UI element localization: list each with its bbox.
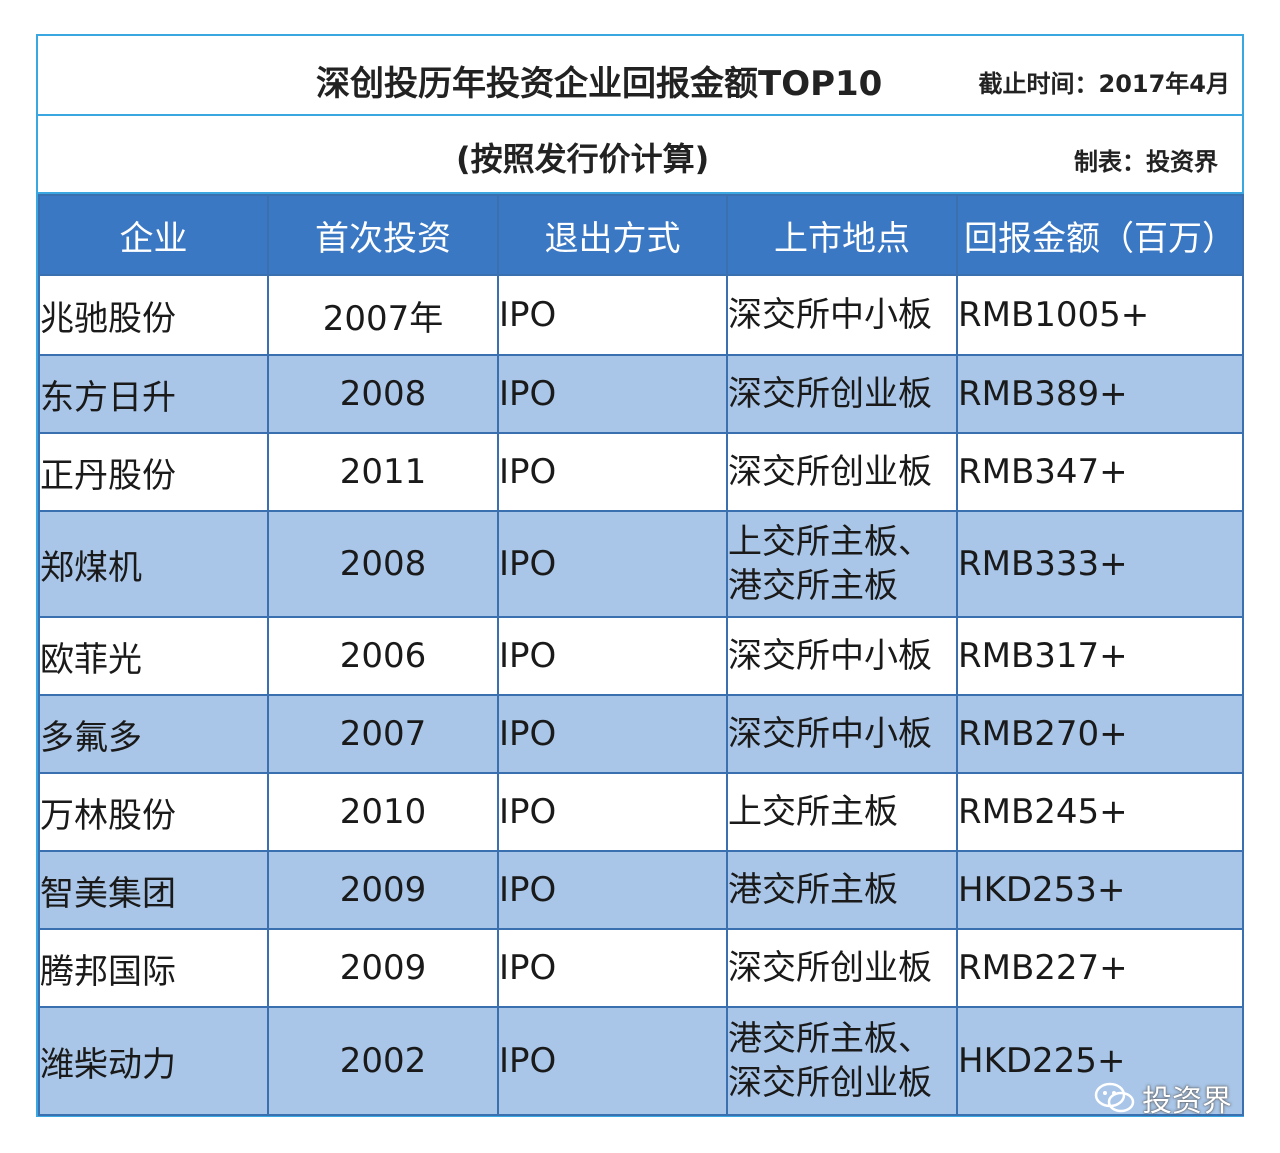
cell-exit-method: IPO <box>497 432 728 512</box>
table-row: 东方日升 2008 IPO 深交所创业板 RMB389+ <box>38 354 1244 434</box>
cell-return: RMB227+ <box>956 928 1244 1008</box>
cell-company: 潍柴动力 <box>38 1006 269 1116</box>
cell-listing-place: 深交所创业板 <box>726 928 958 1008</box>
cutoff-date: 截止时间：2017年4月 <box>978 70 1231 98</box>
column-header-company: 企业 <box>38 194 269 276</box>
wechat-icon <box>1094 1082 1135 1113</box>
cell-return: RMB389+ <box>956 354 1244 434</box>
table-row: 潍柴动力 2002 IPO 港交所主板、 深交所创业板 HKD225+ <box>38 1006 1244 1116</box>
cell-listing-place: 深交所创业板 <box>726 354 958 434</box>
cell-exit-method: IPO <box>497 1006 728 1116</box>
table-row: 多氟多 2007 IPO 深交所中小板 RMB270+ <box>38 694 1244 774</box>
table-maker: 制表：投资界 <box>1074 148 1218 176</box>
cell-exit-method: IPO <box>497 616 728 696</box>
returns-table: 企业 首次投资 退出方式 上市地点 回报金额（百万） 兆驰股份 2007年 IPO 深… <box>38 194 1244 1116</box>
cell-company: 兆驰股份 <box>38 274 269 356</box>
cell-first-invest: 2002 <box>267 1006 499 1116</box>
cell-first-invest: 2010 <box>267 772 499 852</box>
cell-return: HKD225+ <box>956 1006 1244 1116</box>
table-row: 郑煤机 2008 IPO 上交所主板、 港交所主板 RMB333+ <box>38 510 1244 618</box>
cell-listing-place: 港交所主板、 深交所创业板 <box>726 1006 958 1116</box>
cell-return: RMB317+ <box>956 616 1244 696</box>
cell-first-invest: 2011 <box>267 432 499 512</box>
cell-return: RMB270+ <box>956 694 1244 774</box>
table-row: 兆驰股份 2007年 IPO 深交所中小板 RMB1005+ <box>38 274 1244 356</box>
cell-listing-place: 深交所中小板 <box>726 616 958 696</box>
report-table-frame: 深创投历年投资企业回报金额TOP10 截止时间：2017年4月 (按照发行价计算… <box>36 34 1244 1117</box>
column-header-exit-method: 退出方式 <box>497 194 728 276</box>
cell-company: 欧菲光 <box>38 616 269 696</box>
cell-listing-place: 港交所主板 <box>726 850 958 930</box>
table-subtitle: (按照发行价计算) <box>456 140 710 178</box>
title-row: 深创投历年投资企业回报金额TOP10 截止时间：2017年4月 <box>38 36 1242 116</box>
cell-exit-method: IPO <box>497 354 728 434</box>
cell-listing-place: 上交所主板 <box>726 772 958 852</box>
wechat-watermark: 投资界 <box>1094 1076 1232 1120</box>
cell-exit-method: IPO <box>497 928 728 1008</box>
cell-return: RMB1005+ <box>956 274 1244 356</box>
cell-company: 郑煤机 <box>38 510 269 618</box>
cell-first-invest: 2008 <box>267 510 499 618</box>
cell-company: 正丹股份 <box>38 432 269 512</box>
column-header-first-invest: 首次投资 <box>267 194 499 276</box>
cell-exit-method: IPO <box>497 510 728 618</box>
cell-first-invest: 2006 <box>267 616 499 696</box>
cell-first-invest: 2009 <box>267 850 499 930</box>
cell-return: RMB245+ <box>956 772 1244 852</box>
table-row: 欧菲光 2006 IPO 深交所中小板 RMB317+ <box>38 616 1244 696</box>
subtitle-row: (按照发行价计算) 制表：投资界 <box>38 116 1242 194</box>
table-row: 智美集团 2009 IPO 港交所主板 HKD253+ <box>38 850 1244 930</box>
cell-return: RMB333+ <box>956 510 1244 618</box>
cell-exit-method: IPO <box>497 694 728 774</box>
header-row: 企业 首次投资 退出方式 上市地点 回报金额（百万） <box>38 194 1244 276</box>
cell-return: RMB347+ <box>956 432 1244 512</box>
cell-exit-method: IPO <box>497 850 728 930</box>
cell-company: 万林股份 <box>38 772 269 852</box>
watermark-text: 投资界 <box>1142 1084 1232 1119</box>
column-header-return: 回报金额（百万） <box>956 194 1244 276</box>
cell-listing-place: 深交所中小板 <box>726 694 958 774</box>
cell-first-invest: 2007年 <box>267 274 499 356</box>
cell-first-invest: 2009 <box>267 928 499 1008</box>
cell-listing-place: 深交所中小板 <box>726 274 958 356</box>
cell-first-invest: 2008 <box>267 354 499 434</box>
table-row: 正丹股份 2011 IPO 深交所创业板 RMB347+ <box>38 432 1244 512</box>
table-row: 万林股份 2010 IPO 上交所主板 RMB245+ <box>38 772 1244 852</box>
cell-exit-method: IPO <box>497 772 728 852</box>
cell-company: 多氟多 <box>38 694 269 774</box>
cell-company: 腾邦国际 <box>38 928 269 1008</box>
table-row: 腾邦国际 2009 IPO 深交所创业板 RMB227+ <box>38 928 1244 1008</box>
cell-first-invest: 2007 <box>267 694 499 774</box>
cell-company: 智美集团 <box>38 850 269 930</box>
column-header-listing-place: 上市地点 <box>726 194 958 276</box>
cell-company: 东方日升 <box>38 354 269 434</box>
cell-return: HKD253+ <box>956 850 1244 930</box>
table-title: 深创投历年投资企业回报金额TOP10 <box>316 64 883 104</box>
cell-exit-method: IPO <box>497 274 728 356</box>
cell-listing-place: 上交所主板、 港交所主板 <box>726 510 958 618</box>
cell-listing-place: 深交所创业板 <box>726 432 958 512</box>
